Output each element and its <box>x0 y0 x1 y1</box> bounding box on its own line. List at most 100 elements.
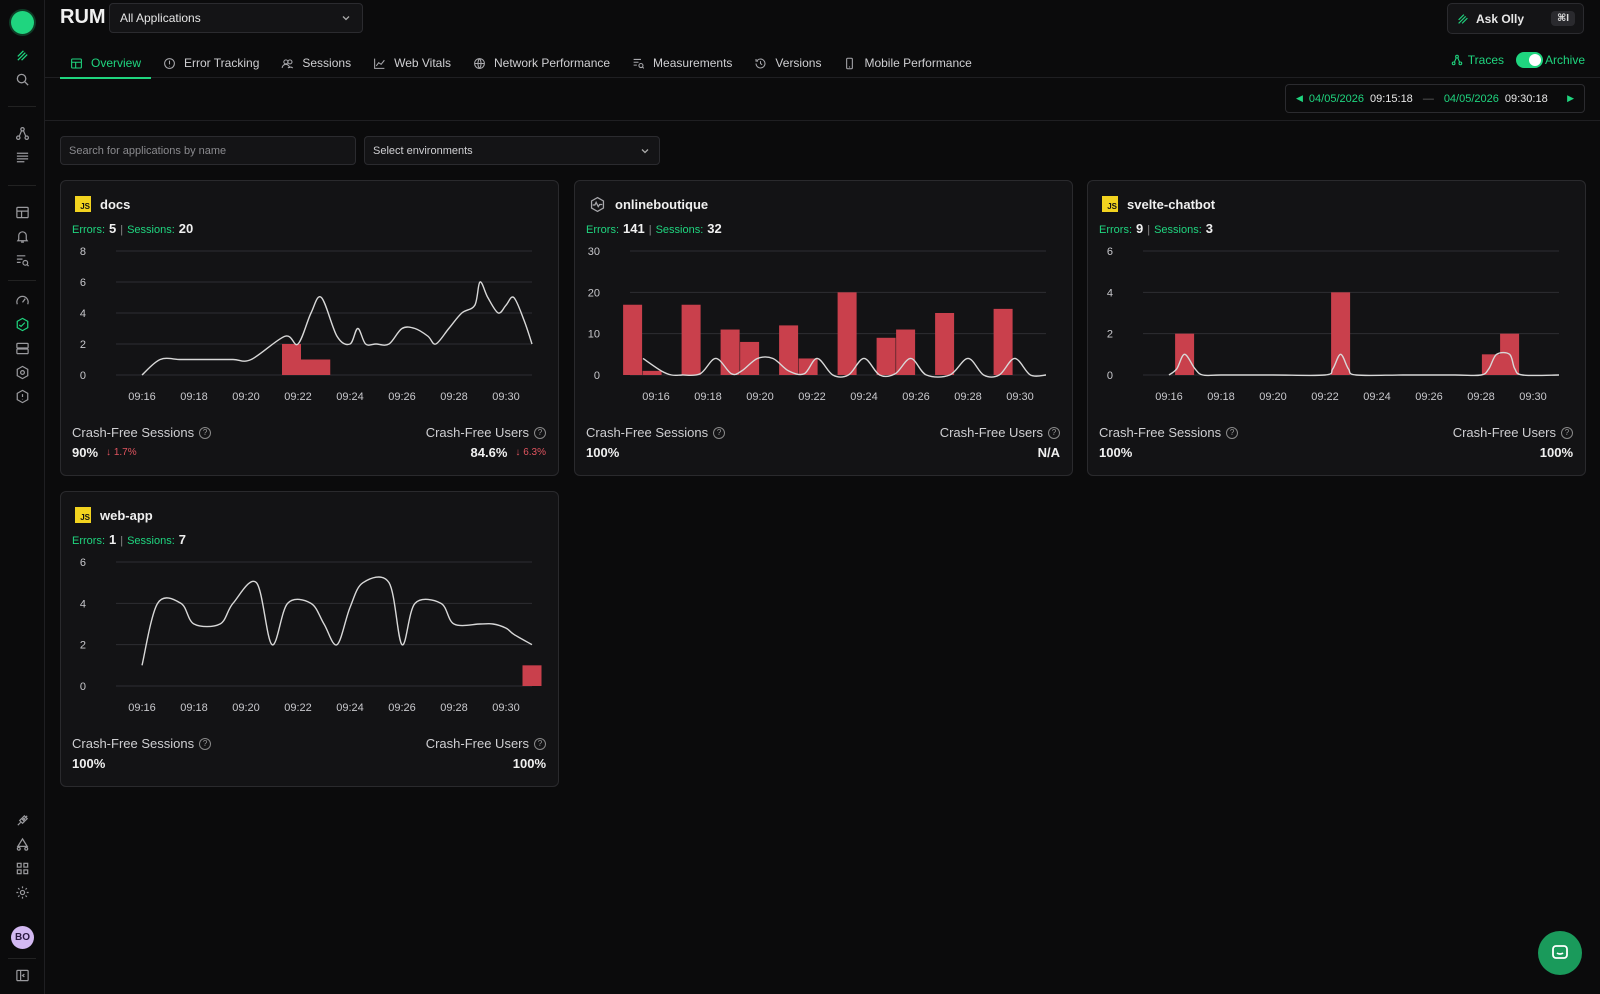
error-bar <box>642 370 662 375</box>
globe-icon <box>474 57 485 69</box>
help-icon[interactable]: ? <box>199 737 212 750</box>
search-input[interactable] <box>60 136 356 165</box>
tab-label: Versions <box>775 56 822 70</box>
stats-separator: | <box>1147 224 1151 236</box>
x-tick-label: 09:30 <box>492 702 520 714</box>
app-card[interactable]: JS docs Errors: 5 | Sessions: 20 0 2 4 6 8 09:… <box>60 180 559 476</box>
app-card[interactable]: onlineboutique Errors: 141 | Sessions: 3… <box>574 180 1073 476</box>
logs-icon[interactable] <box>13 148 32 167</box>
help-icon[interactable]: ? <box>713 426 726 439</box>
date-range-picker[interactable]: ◀ 04/05/2026 09:15:18 — 04/05/2026 09:30… <box>1285 84 1585 113</box>
x-tick-label: 09:18 <box>1207 391 1235 403</box>
service-map-icon[interactable] <box>13 124 32 143</box>
apps-grid-icon[interactable] <box>13 859 32 878</box>
search-icon[interactable] <box>13 70 32 89</box>
next-range-icon[interactable]: ▶ <box>1567 93 1574 103</box>
error-bar <box>798 358 818 375</box>
x-tick-label: 09:18 <box>180 391 208 403</box>
gear-icon[interactable] <box>13 883 32 902</box>
archive-toggle[interactable] <box>1516 52 1543 68</box>
error-bar <box>740 341 760 375</box>
x-tick-label: 09:16 <box>128 391 156 403</box>
app-name[interactable]: web-app <box>100 507 153 523</box>
tab-network-performance[interactable]: Network Performance <box>463 48 620 78</box>
y-tick-label: 2 <box>1107 329 1113 341</box>
crash-free-users-label: Crash-Free Users? <box>1453 425 1573 440</box>
error-bar <box>896 329 916 375</box>
help-icon[interactable]: ? <box>1226 426 1239 439</box>
x-tick-label: 09:30 <box>492 391 520 403</box>
collapse-sidebar-icon[interactable] <box>13 966 32 985</box>
chat-support-button[interactable] <box>1538 931 1582 975</box>
sessions-line <box>141 281 533 376</box>
tab-versions[interactable]: Versions <box>744 48 831 78</box>
app-name[interactable]: onlineboutique <box>615 197 709 212</box>
error-bar <box>837 292 857 375</box>
gauge-icon[interactable] <box>13 291 32 310</box>
app-stats: Errors: 1 | Sessions: 7 <box>72 532 186 547</box>
y-tick-label: 0 <box>594 370 600 382</box>
tab-web-vitals[interactable]: Web Vitals <box>363 48 461 78</box>
help-icon[interactable]: ? <box>534 426 546 439</box>
errors-label: Errors: <box>72 224 105 236</box>
keyboard-shortcut: ⌘I <box>1550 11 1575 26</box>
tab-mobile-performance[interactable]: Mobile Performance <box>833 48 981 78</box>
javascript-icon: JS <box>1102 196 1118 212</box>
dashboard-icon[interactable] <box>13 203 32 222</box>
avatar[interactable]: BO <box>11 926 34 949</box>
help-icon[interactable]: ? <box>534 737 546 750</box>
bell-icon[interactable] <box>13 227 32 246</box>
x-tick-label: 09:16 <box>1155 391 1183 403</box>
app-name[interactable]: docs <box>100 196 131 212</box>
error-bar <box>993 308 1013 375</box>
infrastructure-icon[interactable] <box>13 339 32 358</box>
environment-select[interactable]: Select environments <box>364 136 660 165</box>
y-tick-label: 8 <box>80 246 86 258</box>
traces-label: Traces <box>1467 53 1504 67</box>
errors-count: 1 <box>109 532 117 547</box>
tab-label: Web Vitals <box>394 56 451 70</box>
range-separator: — <box>1422 92 1434 105</box>
help-icon[interactable]: ? <box>1048 426 1060 439</box>
app-logo[interactable] <box>11 11 34 34</box>
x-tick-label: 09:20 <box>1259 391 1287 403</box>
kubernetes-icon[interactable] <box>13 363 32 382</box>
sessions-label: Sessions: <box>127 535 175 547</box>
tab-overview[interactable]: Overview <box>60 48 152 79</box>
tab-sessions[interactable]: Sessions <box>271 48 361 78</box>
app-card[interactable]: JS svelte-chatbot Errors: 9 | Sessions: 3… <box>1087 180 1586 476</box>
rum-icon[interactable] <box>13 315 32 334</box>
x-tick-label: 09:24 <box>1363 391 1391 403</box>
agents-icon[interactable] <box>13 835 32 854</box>
tab-error-tracking[interactable]: Error Tracking <box>153 48 269 78</box>
traces-link[interactable]: Traces <box>1451 53 1504 67</box>
app-card[interactable]: JS web-app Errors: 1 | Sessions: 7 0 2 4 6 09… <box>60 491 559 787</box>
ask-olly-button[interactable]: Ask Olly ⌘I <box>1447 3 1584 34</box>
help-icon[interactable]: ? <box>199 426 212 439</box>
sessions-line <box>642 356 1047 378</box>
olly-sparkle-icon <box>1458 13 1468 24</box>
x-tick-label: 09:26 <box>1415 391 1443 403</box>
help-icon[interactable]: ? <box>1561 426 1573 439</box>
application-select[interactable]: All Applications <box>109 3 363 33</box>
crash-free-users-label: Crash-Free Users? <box>426 736 546 751</box>
x-tick-label: 09:16 <box>128 702 156 714</box>
stats-separator: | <box>120 535 124 547</box>
archive-label: Archive <box>1544 53 1585 67</box>
y-tick-label: 10 <box>588 329 600 341</box>
crash-free-users-value: 100% <box>512 756 546 771</box>
error-bar <box>779 325 799 375</box>
app-stats: Errors: 5 | Sessions: 20 <box>72 221 193 236</box>
olly-sparkle-icon[interactable] <box>13 46 32 65</box>
mobile-icon <box>846 57 854 69</box>
list-search-icon[interactable] <box>13 251 32 270</box>
tab-measurements[interactable]: Measurements <box>622 48 742 78</box>
previous-range-icon[interactable]: ◀ <box>1296 93 1303 103</box>
sessions-count: 3 <box>1205 221 1214 236</box>
y-tick-label: 6 <box>1107 246 1113 258</box>
security-icon[interactable] <box>13 387 32 406</box>
app-name[interactable]: svelte-chatbot <box>1127 196 1216 212</box>
crash-free-sessions-value: 100% <box>1099 445 1133 460</box>
integrations-icon[interactable] <box>13 811 32 830</box>
crash-free-sessions-label: Crash-Free Sessions? <box>586 425 726 440</box>
